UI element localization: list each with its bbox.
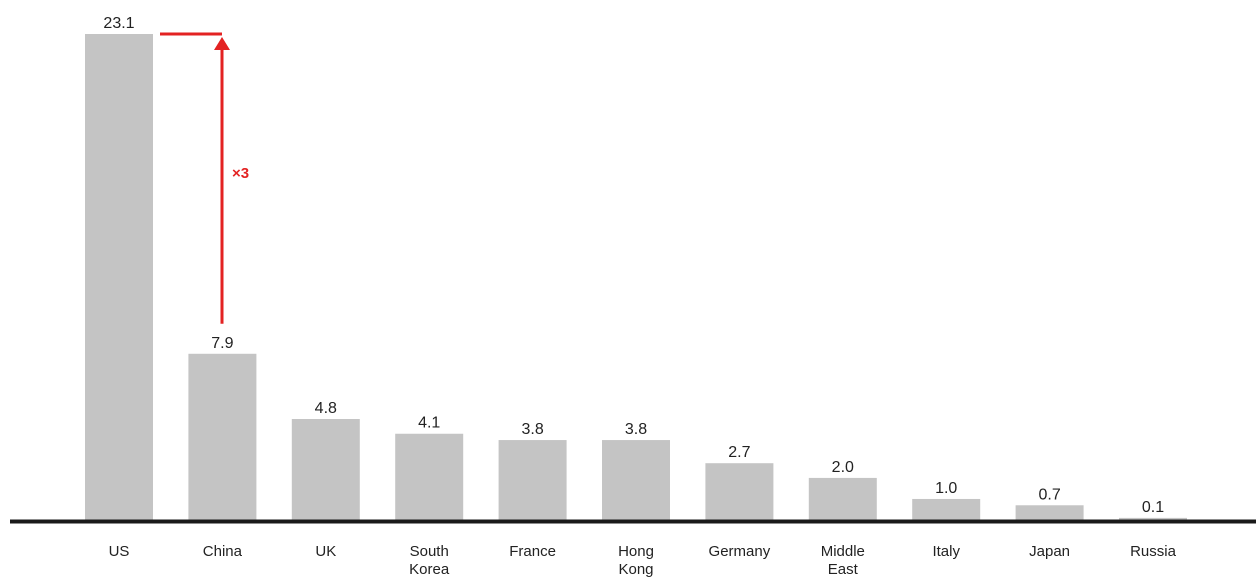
bar-russia bbox=[1119, 517, 1187, 520]
bar-france bbox=[498, 440, 567, 520]
bar-japan bbox=[1015, 505, 1084, 520]
category-label-hong-kong: Hong Kong bbox=[618, 543, 654, 578]
bar-uk bbox=[291, 419, 360, 520]
bar-italy bbox=[912, 498, 981, 520]
value-label-hong-kong: 3.8 bbox=[625, 421, 647, 438]
category-label-us: US bbox=[109, 543, 130, 560]
category-label-france: France bbox=[509, 543, 556, 560]
annotation-arrow-head bbox=[214, 37, 230, 50]
category-label-italy: Italy bbox=[932, 543, 960, 560]
bar-hong-kong bbox=[602, 440, 670, 520]
value-label-middle-east: 2.0 bbox=[832, 459, 854, 476]
category-label-china: China bbox=[203, 543, 243, 560]
value-label-south-korea: 4.1 bbox=[418, 415, 440, 432]
category-label-japan: Japan bbox=[1029, 543, 1070, 560]
bar-south-korea bbox=[395, 433, 464, 520]
value-label-italy: 1.0 bbox=[935, 480, 957, 497]
value-label-us: 23.1 bbox=[103, 15, 134, 32]
annotation-label: ×3 bbox=[232, 165, 249, 182]
bar-china bbox=[188, 353, 257, 520]
value-label-japan: 0.7 bbox=[1038, 486, 1060, 503]
bar-germany bbox=[705, 463, 774, 520]
bars-group bbox=[85, 34, 1187, 520]
value-label-france: 3.8 bbox=[521, 421, 543, 438]
value-labels-group: 23.1 7.9 4.8 4.1 3.8 3.8 2.7 2.0 1.0 0.7 0.1 bbox=[103, 15, 1164, 516]
value-label-germany: 2.7 bbox=[728, 444, 750, 461]
category-labels-group: US China UK South Korea France Hong Kong Germany… bbox=[109, 543, 1177, 578]
category-label-germany: Germany bbox=[709, 543, 771, 560]
value-label-russia: 0.1 bbox=[1142, 499, 1164, 516]
category-label-south-korea: South Korea bbox=[409, 543, 450, 578]
bar-us bbox=[85, 34, 153, 520]
category-label-uk: UK bbox=[315, 543, 336, 560]
category-label-russia: Russia bbox=[1130, 543, 1177, 560]
multiplier-annotation: ×3 bbox=[160, 32, 249, 324]
value-label-china: 7.9 bbox=[211, 335, 233, 352]
bar-middle-east bbox=[808, 477, 877, 520]
value-label-uk: 4.8 bbox=[315, 400, 337, 417]
category-label-middle-east: Middle East bbox=[821, 543, 865, 578]
